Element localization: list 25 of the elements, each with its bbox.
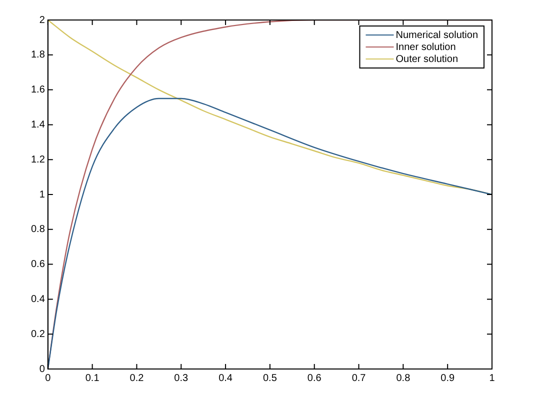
- legend-label: Numerical solution: [396, 30, 478, 41]
- y-tick-label: 1.8: [30, 50, 46, 61]
- y-tick-label: 1.6: [30, 84, 46, 96]
- x-tick-label: 0.8: [396, 372, 411, 384]
- y-tick-label: 0.4: [30, 294, 46, 305]
- y-tick-label: 0.6: [30, 259, 46, 270]
- x-tick-label: 0.9: [440, 372, 455, 384]
- y-tick-label: 1.2: [30, 154, 46, 166]
- x-tick-label: 0.2: [130, 372, 144, 384]
- y-tick-label: 1: [39, 189, 46, 200]
- x-tick-label: 0.4: [218, 372, 233, 384]
- y-tick-label: 2: [39, 14, 46, 26]
- x-tick-label: 1: [489, 372, 496, 384]
- x-tick-label: 0.5: [263, 372, 278, 384]
- legend-label: Inner solution: [396, 42, 456, 53]
- legend-label: Outer solution: [396, 54, 458, 65]
- x-tick-label: 0.3: [174, 372, 189, 384]
- x-tick-label: 0.6: [307, 372, 322, 384]
- y-tick-label: 0: [39, 364, 46, 375]
- x-tick-label: 0.7: [352, 372, 366, 384]
- y-tick-label: 0.8: [30, 224, 46, 236]
- x-tick-label: 0.1: [85, 372, 100, 384]
- line-series: [48, 98, 492, 369]
- y-tick-label: 0.2: [30, 328, 46, 340]
- y-tick-label: 1.4: [30, 119, 46, 130]
